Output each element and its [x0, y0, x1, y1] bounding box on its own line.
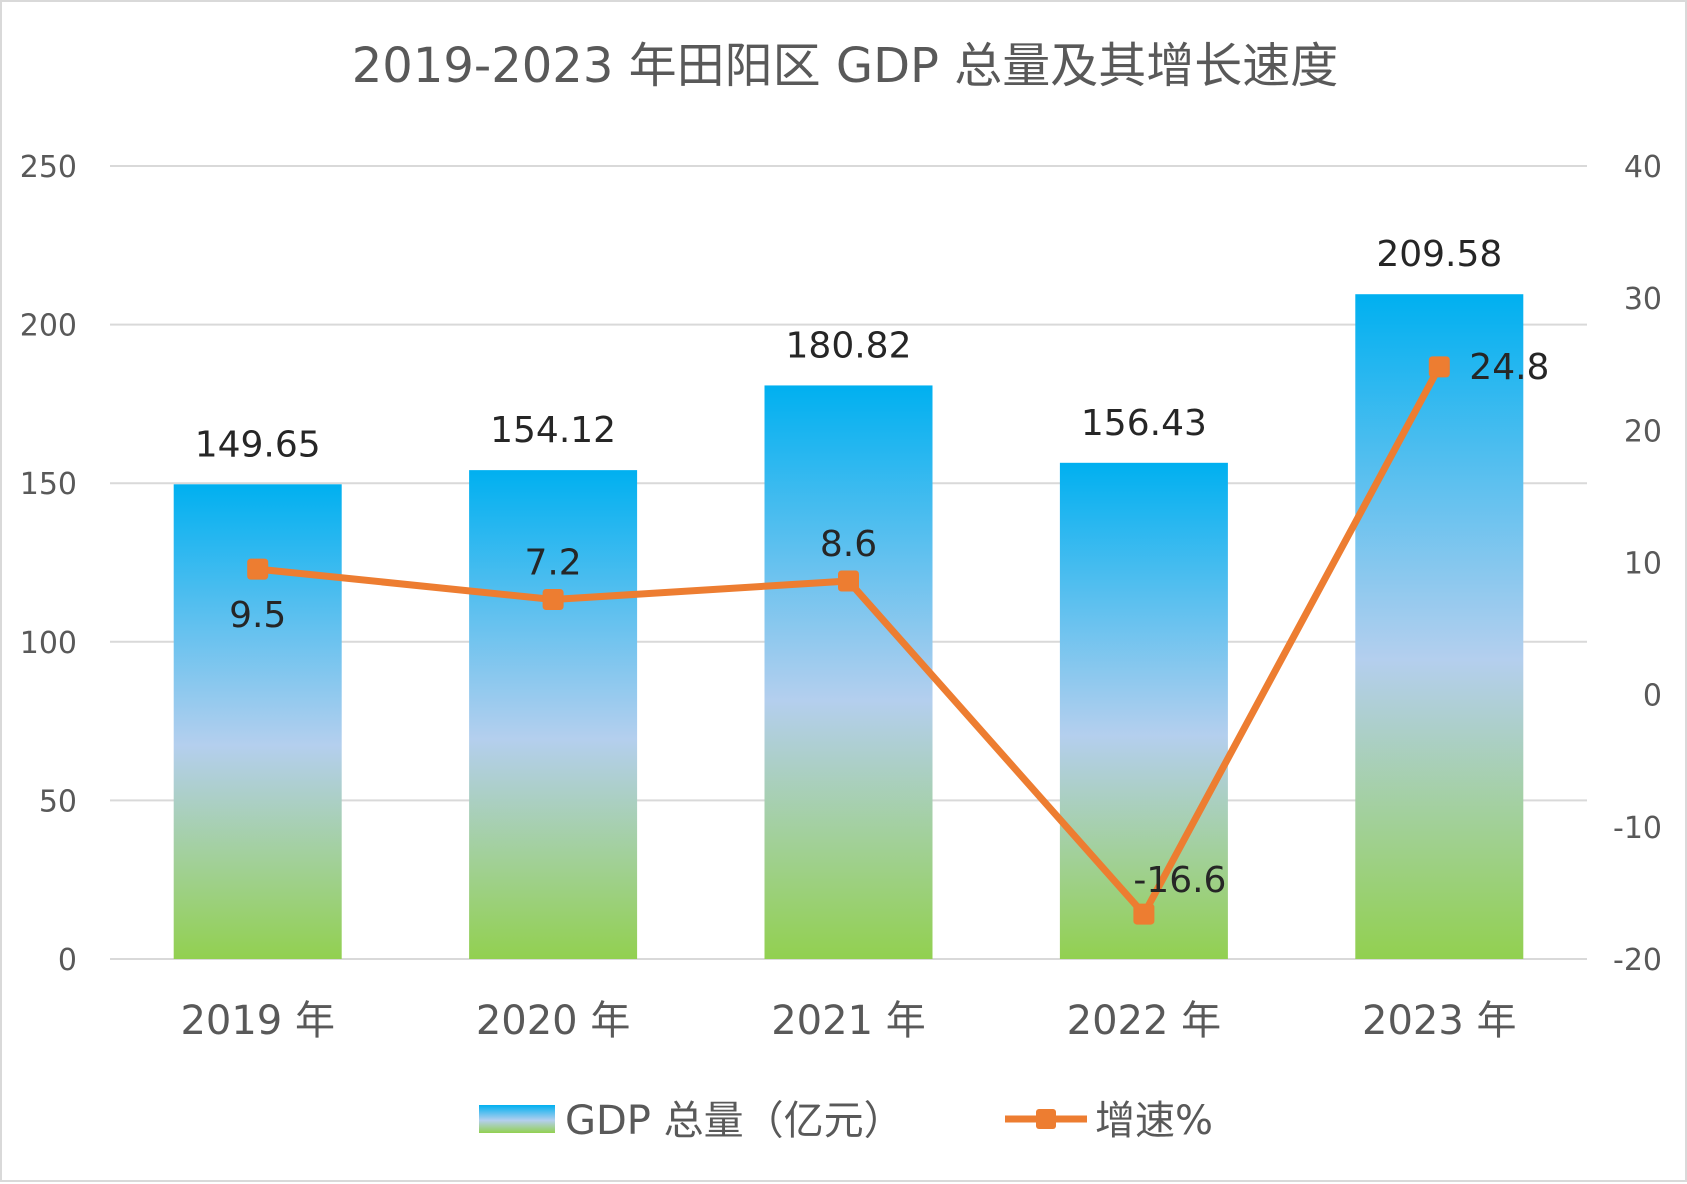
category-label: 2023 年 [1362, 998, 1517, 1044]
left-tick-label: 200 [20, 309, 77, 344]
line-data-labels: 9.5 7.2 8.6 -16.6 24.8 [229, 347, 1549, 901]
right-tick-label: -10 [1613, 811, 1662, 846]
category-label: 2021 年 [771, 998, 926, 1044]
bar-data-label: 149.65 [195, 424, 321, 465]
right-tick-label: 10 [1624, 547, 1662, 582]
legend-label-growth: 增速% [1095, 1098, 1213, 1144]
bar [1355, 294, 1524, 959]
growth-marker [247, 558, 269, 580]
bar [764, 385, 933, 959]
left-tick-label: 250 [20, 150, 77, 185]
bar-series [173, 294, 1524, 959]
left-tick-label: 100 [20, 626, 77, 661]
left-axis-ticks: 0 50 100 150 200 250 [20, 150, 77, 978]
bar-data-label: 209.58 [1376, 234, 1502, 275]
line-data-label: 7.2 [524, 543, 581, 584]
chart-title: 2019-2023 年田阳区 GDP 总量及其增长速度 [352, 38, 1339, 94]
right-tick-label: 40 [1624, 150, 1662, 185]
line-data-label: 9.5 [229, 595, 286, 636]
category-label: 2022 年 [1067, 998, 1222, 1044]
bar-data-label: 156.43 [1081, 403, 1207, 444]
left-tick-label: 50 [39, 784, 77, 819]
line-data-label: 24.8 [1469, 347, 1549, 388]
category-label: 2019 年 [180, 998, 335, 1044]
bar [1059, 462, 1228, 959]
bar [173, 484, 342, 959]
growth-marker [542, 589, 564, 611]
growth-marker [1428, 356, 1450, 378]
line-data-label: -16.6 [1133, 860, 1226, 901]
legend: GDP 总量（亿元） 增速% [479, 1098, 1213, 1144]
legend-swatch-gdp [479, 1105, 555, 1133]
legend-label-gdp: GDP 总量（亿元） [565, 1098, 904, 1144]
right-tick-label: 20 [1624, 414, 1662, 449]
right-tick-label: 0 [1643, 679, 1662, 714]
growth-marker [838, 570, 859, 592]
left-tick-label: 150 [20, 467, 77, 502]
bar-data-labels: 149.65 154.12 180.82 156.43 209.58 [195, 234, 1503, 465]
right-tick-label: 30 [1624, 282, 1662, 317]
right-tick-label: -20 [1613, 943, 1662, 978]
right-axis-ticks: -20 -10 0 10 20 30 40 [1613, 150, 1662, 978]
bar [469, 470, 638, 959]
category-label: 2020 年 [476, 998, 631, 1044]
legend-swatch-marker [1036, 1109, 1056, 1129]
growth-marker [1133, 903, 1155, 925]
line-data-label: 8.6 [820, 524, 877, 565]
left-tick-label: 0 [58, 943, 77, 978]
bar-data-label: 154.12 [490, 410, 616, 451]
category-labels: 2019 年 2020 年 2021 年 2022 年 2023 年 [180, 998, 1516, 1044]
bar-data-label: 180.82 [786, 325, 912, 366]
line-series [247, 356, 1450, 925]
